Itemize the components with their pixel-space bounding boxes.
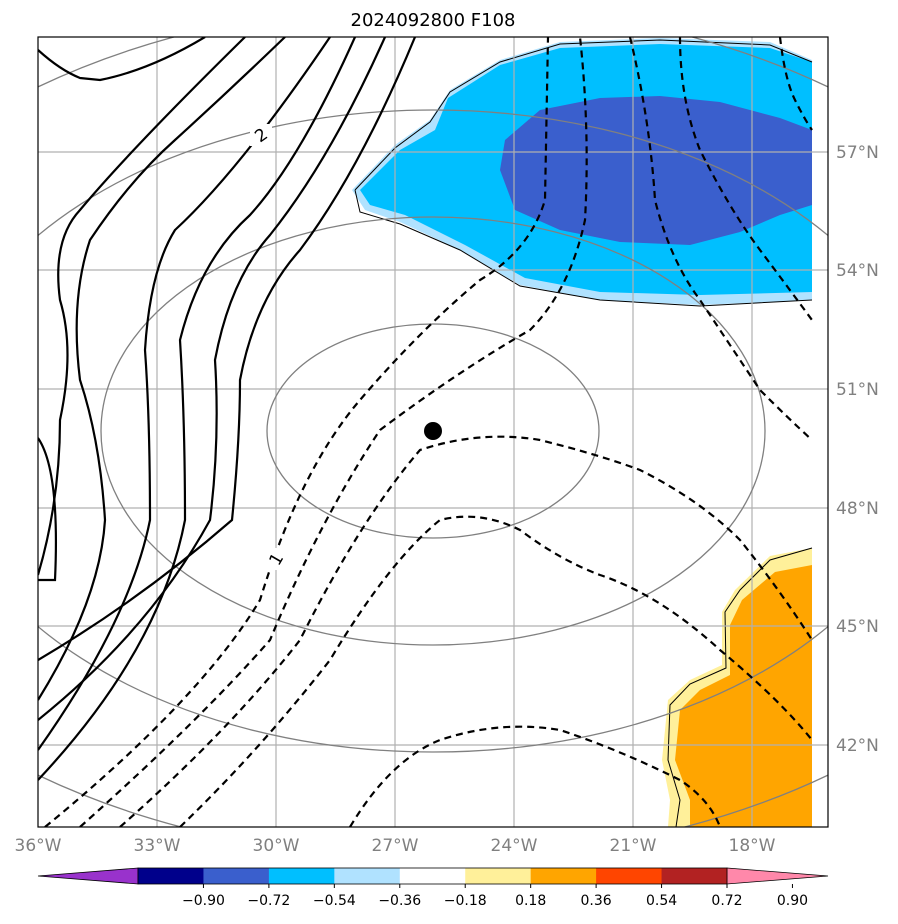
chart-title: 2024092800 F108	[351, 10, 516, 31]
colorbar-segment	[465, 868, 532, 884]
lat-tick: 48°N	[836, 499, 879, 519]
lon-tick: 36°W	[15, 836, 62, 856]
storm-center-dot	[424, 422, 442, 440]
longitude-tick-labels: 36°W 33°W 30°W 27°W 24°W 21°W 18°W	[15, 836, 776, 856]
colorbar-segment	[268, 868, 335, 884]
positive-anomaly-outline	[667, 547, 813, 827]
colorbar-label: −0.18	[444, 893, 487, 909]
colorbar-segment	[138, 868, 204, 884]
lat-tick: 45°N	[836, 617, 879, 637]
plot-frame	[37, 36, 829, 828]
colorbar-segment	[399, 868, 466, 884]
colorbar-label: 0.54	[646, 893, 677, 909]
lon-tick: 21°W	[610, 836, 657, 856]
negative-anomaly-dark	[500, 96, 812, 245]
lat-tick: 42°N	[836, 736, 879, 756]
solid-contours	[38, 37, 417, 781]
lon-tick: 33°W	[134, 836, 181, 856]
positive-anomaly-mid	[675, 565, 812, 827]
colorbar-label: −0.36	[378, 893, 421, 909]
colorbar-extend-low	[37, 867, 139, 885]
lon-tick: 18°W	[729, 836, 776, 856]
colorbar-label: −0.54	[313, 893, 356, 909]
contour-label-2: 2	[250, 124, 272, 147]
colorbar-label: −0.72	[247, 893, 290, 909]
colorbar-label: 0.90	[777, 893, 808, 909]
dashed-contours	[44, 37, 813, 827]
lon-tick: 30°W	[253, 836, 300, 856]
lat-tick: 57°N	[836, 143, 879, 163]
lon-tick: 24°W	[491, 836, 538, 856]
colorbar-segment	[203, 868, 270, 884]
colorbar-label: 0.72	[711, 893, 742, 909]
colorbar-segment	[530, 868, 597, 884]
colorbar: −0.90 −0.72 −0.54 −0.36 −0.18 0.18 0.36 0.54 0.7…	[37, 867, 829, 909]
colorbar-label: 0.18	[515, 893, 546, 909]
colorbar-extend-high	[726, 867, 829, 885]
graticule	[38, 37, 828, 827]
colorbar-label: 0.36	[581, 893, 612, 909]
colorbar-frame	[137, 867, 728, 885]
colorbar-segment	[596, 868, 663, 884]
negative-anomaly-outline	[354, 39, 813, 307]
lon-tick: 27°W	[372, 836, 419, 856]
contour-label-1: 1	[265, 548, 288, 570]
colorbar-label: −0.90	[182, 893, 225, 909]
colorbar-segment	[661, 868, 728, 884]
lat-tick: 54°N	[836, 261, 879, 281]
colorbar-segment	[334, 868, 401, 884]
latitude-tick-labels: 57°N 54°N 51°N 48°N 45°N 42°N	[836, 143, 879, 756]
lat-tick: 51°N	[836, 380, 879, 400]
